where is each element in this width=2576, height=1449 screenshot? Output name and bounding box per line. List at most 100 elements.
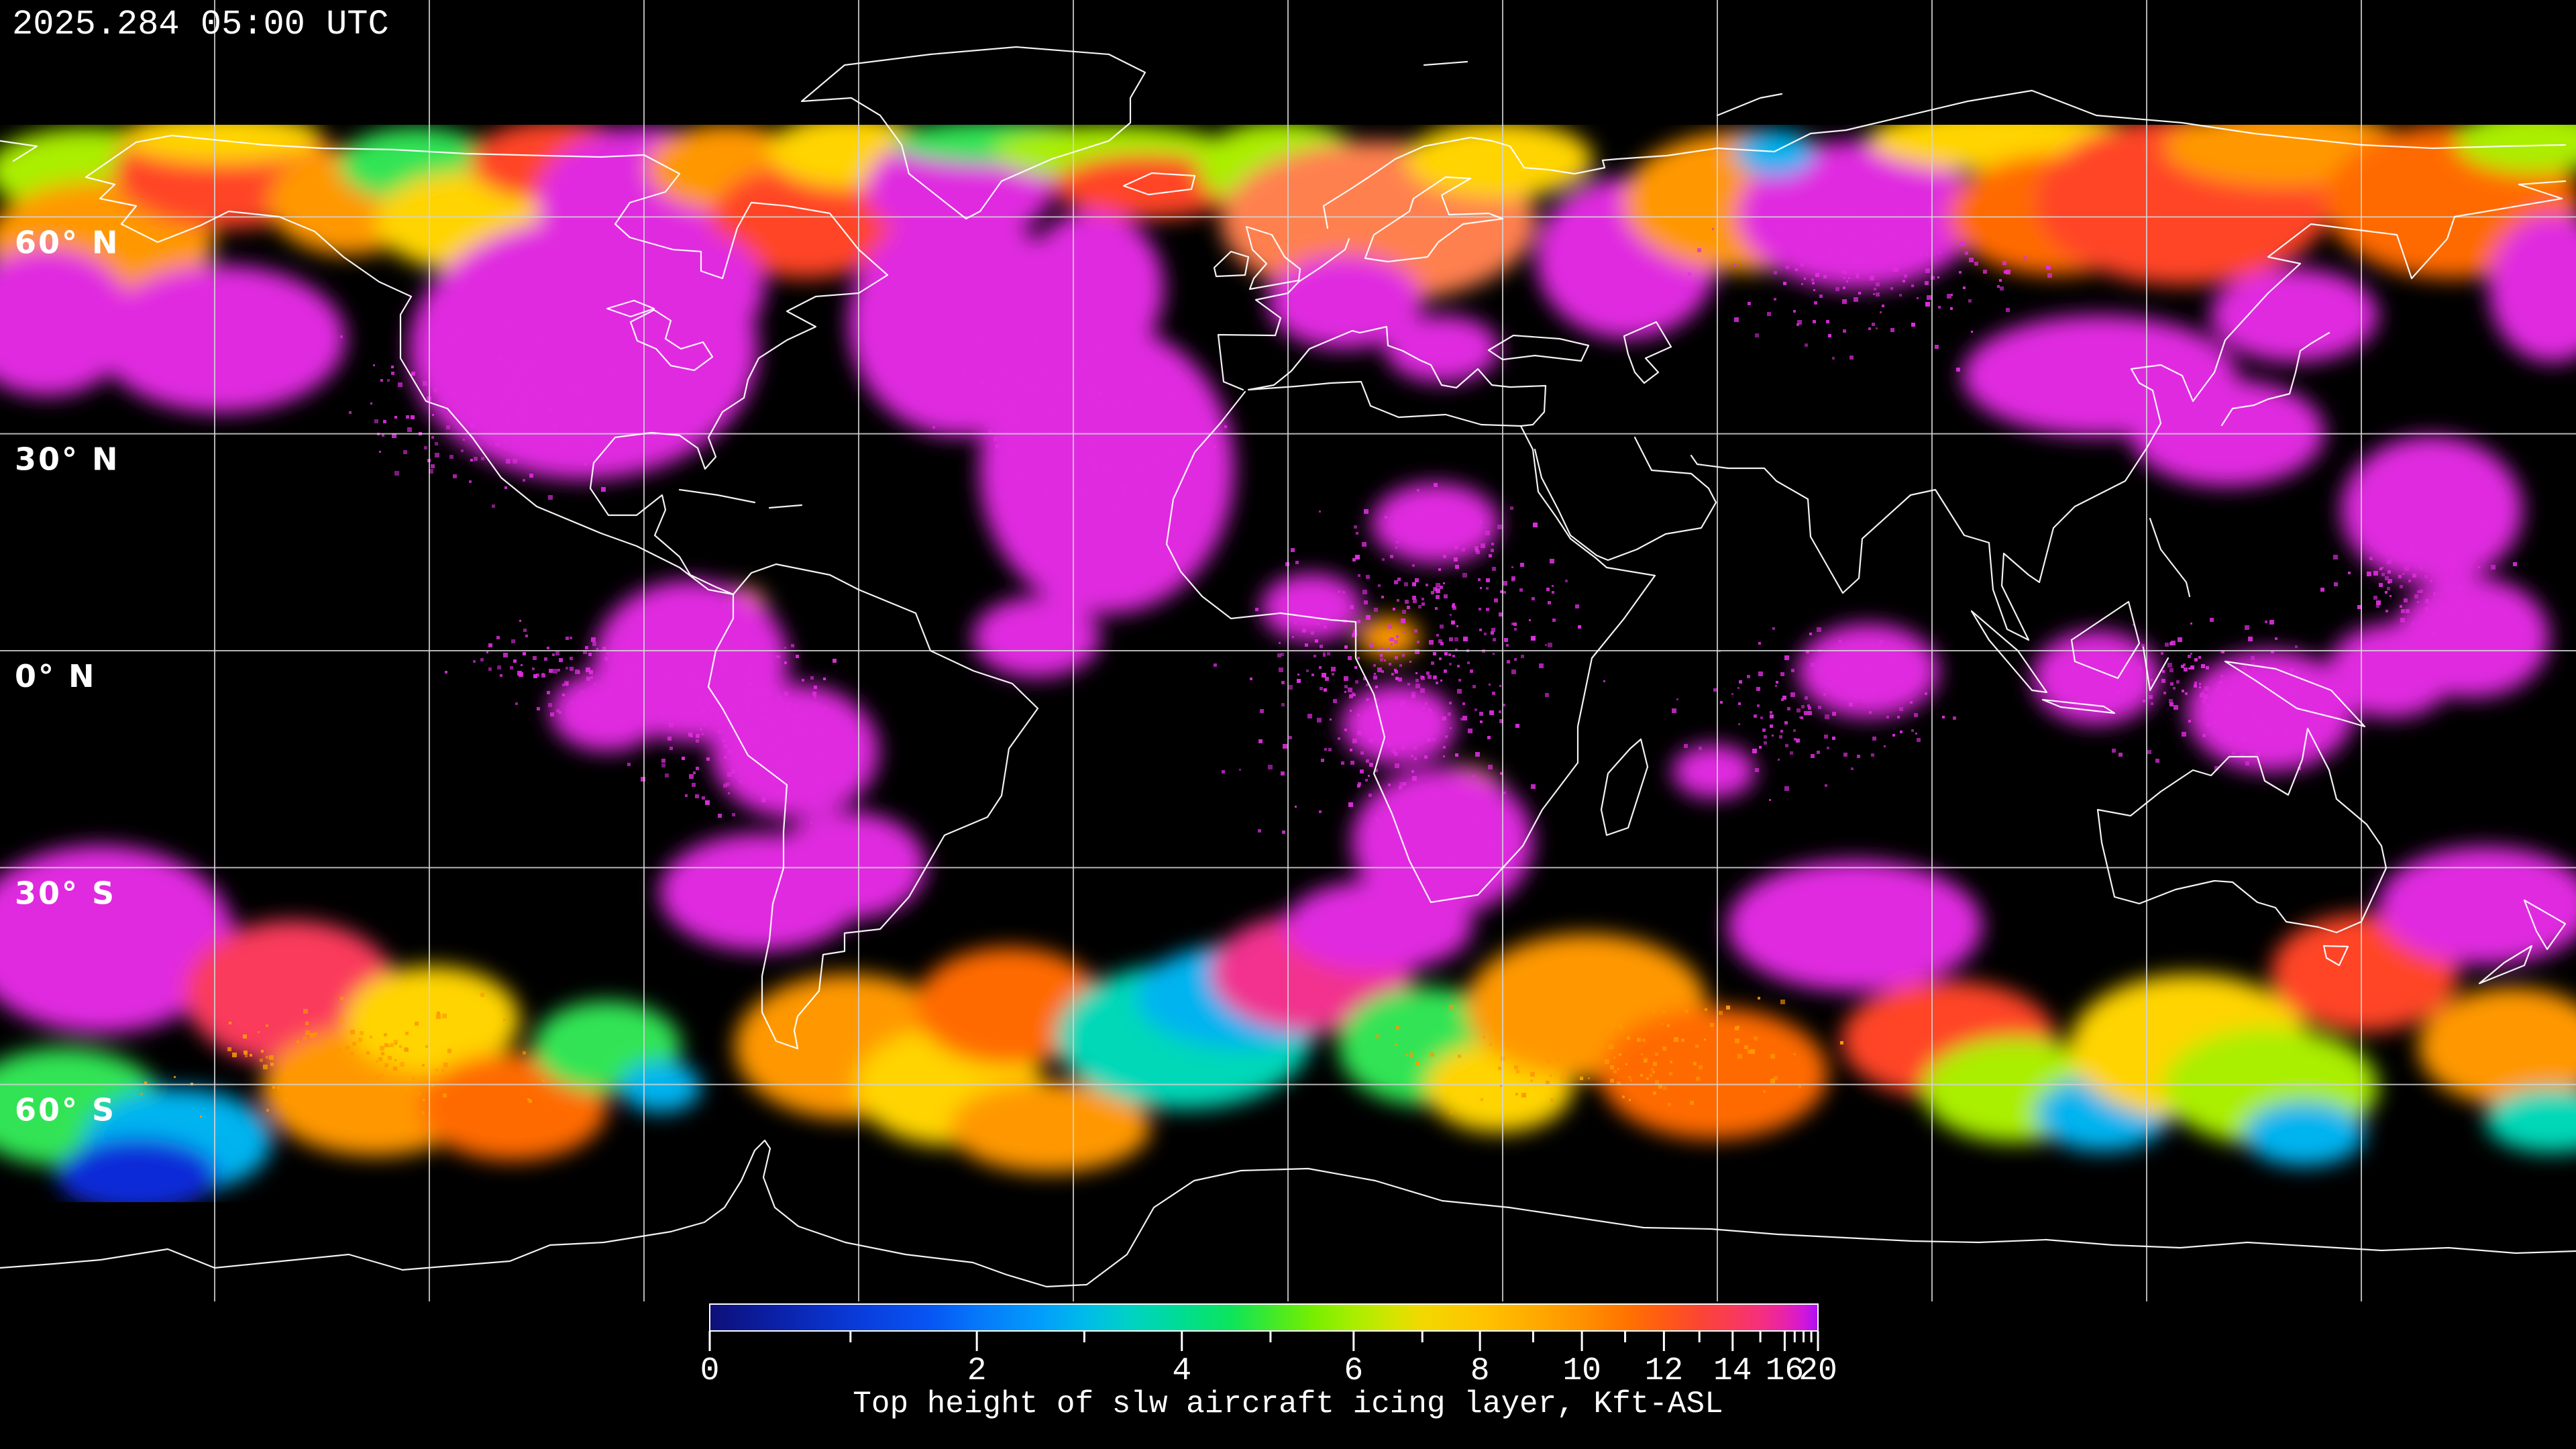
icing-speckle bbox=[232, 1053, 237, 1057]
icing-speckle bbox=[1327, 652, 1330, 655]
icing-speckle bbox=[1382, 558, 1385, 561]
icing-speckle bbox=[1460, 718, 1463, 720]
icing-speckle bbox=[451, 374, 454, 378]
icing-speckle bbox=[1897, 254, 1900, 258]
icing-speckle bbox=[1085, 474, 1087, 476]
icing-speckle bbox=[449, 455, 453, 459]
icing-speckle bbox=[1605, 1059, 1609, 1064]
icing-speckle bbox=[2286, 725, 2290, 729]
icing-speckle bbox=[1424, 755, 1428, 759]
icing-speckle bbox=[2161, 679, 2165, 683]
icing-speckle bbox=[1904, 274, 1907, 278]
icing-speckle bbox=[1514, 628, 1517, 631]
icing-speckle bbox=[449, 394, 453, 398]
icing-speckle bbox=[350, 1083, 352, 1085]
icing-speckle bbox=[1333, 699, 1337, 703]
icing-speckle bbox=[2320, 588, 2324, 592]
icing-speckle bbox=[1737, 1026, 1739, 1028]
icing-speckle bbox=[1652, 1010, 1656, 1013]
icing-speckle bbox=[532, 667, 535, 670]
icing-speckle bbox=[2171, 641, 2176, 645]
icing-speckle bbox=[459, 333, 464, 337]
icing-speckle bbox=[1143, 406, 1147, 410]
icing-speckle bbox=[1187, 476, 1192, 481]
icing-speckle bbox=[529, 474, 533, 478]
icing-speckle bbox=[2174, 705, 2178, 710]
icing-speckle bbox=[766, 730, 769, 733]
icing-speckle bbox=[1277, 653, 1281, 657]
icing-blob bbox=[57, 1138, 218, 1202]
icing-speckle bbox=[2198, 656, 2201, 659]
icing-speckle bbox=[2290, 668, 2294, 672]
icing-speckle bbox=[1793, 729, 1796, 732]
icing-speckle bbox=[1610, 1034, 1612, 1036]
icing-speckle bbox=[814, 696, 816, 698]
icing-speckle bbox=[544, 657, 547, 661]
icing-speckle bbox=[1772, 627, 1775, 630]
icing-speckle bbox=[2387, 587, 2390, 590]
icing-speckle bbox=[1811, 663, 1815, 667]
icing-speckle bbox=[1413, 737, 1415, 739]
icing-speckle bbox=[1348, 802, 1353, 807]
icing-speckle bbox=[721, 686, 724, 688]
icing-speckle bbox=[1078, 458, 1081, 461]
icing-speckle bbox=[2089, 696, 2093, 700]
icing-speckle bbox=[1354, 666, 1357, 669]
icing-speckle bbox=[832, 767, 835, 769]
icing-speckle bbox=[728, 749, 733, 754]
icing-speckle bbox=[200, 1116, 202, 1118]
icing-speckle bbox=[1159, 367, 1163, 370]
icing-speckle bbox=[1529, 1027, 1532, 1030]
icing-speckle bbox=[1610, 1065, 1614, 1069]
icing-speckle bbox=[1676, 698, 1678, 700]
icing-speckle bbox=[348, 1063, 350, 1065]
icing-speckle bbox=[1093, 468, 1097, 472]
icing-speckle bbox=[1467, 661, 1470, 664]
icing-speckle bbox=[383, 420, 386, 423]
icing-speckle bbox=[2379, 583, 2383, 587]
icing-speckle bbox=[474, 457, 478, 461]
coastline-path bbox=[1623, 321, 1672, 384]
icing-speckle bbox=[1317, 718, 1322, 722]
icing-speckle bbox=[1552, 1052, 1554, 1054]
icing-speckle bbox=[626, 643, 631, 648]
icing-speckle bbox=[1521, 1093, 1526, 1097]
icing-speckle bbox=[1454, 557, 1458, 561]
icing-speckle bbox=[511, 377, 515, 381]
icing-speckle bbox=[347, 1101, 352, 1106]
icing-speckle bbox=[1488, 765, 1493, 769]
icing-speckle bbox=[1381, 820, 1384, 823]
icing-speckle bbox=[1529, 1039, 1531, 1041]
icing-speckle bbox=[1438, 639, 1442, 643]
icing-speckle bbox=[1319, 666, 1322, 669]
icing-speckle bbox=[1255, 608, 1258, 611]
icing-speckle bbox=[591, 637, 596, 642]
icing-speckle bbox=[1127, 400, 1131, 405]
icing-speckle bbox=[590, 439, 593, 441]
icing-speckle bbox=[1152, 460, 1155, 463]
icing-speckle bbox=[566, 667, 568, 669]
icing-speckle bbox=[1513, 623, 1517, 626]
icing-speckle bbox=[1552, 585, 1554, 587]
icing-speckle bbox=[1782, 696, 1786, 700]
icing-speckle bbox=[1813, 235, 1817, 239]
icing-speckle bbox=[980, 380, 984, 384]
icing-speckle bbox=[473, 660, 476, 663]
icing-speckle bbox=[1369, 739, 1373, 743]
coastline-path bbox=[1600, 738, 1649, 837]
icing-speckle bbox=[2138, 667, 2142, 671]
icing-speckle bbox=[1896, 212, 1900, 216]
icing-speckle bbox=[994, 389, 997, 392]
icing-speckle bbox=[1357, 657, 1360, 659]
icing-speckle bbox=[1499, 612, 1503, 616]
icing-speckle bbox=[1770, 1079, 1775, 1083]
latitude-labels: 60° N30° N0° N30° S60° S bbox=[15, 224, 118, 1128]
icing-speckle bbox=[1033, 426, 1035, 428]
icing-speckle bbox=[702, 733, 704, 735]
icing-speckle bbox=[1661, 1023, 1663, 1025]
icing-speckle bbox=[2252, 662, 2255, 665]
icing-speckle bbox=[1399, 786, 1402, 790]
icing-speckle bbox=[1684, 744, 1688, 748]
icing-speckle bbox=[1726, 1006, 1730, 1010]
icing-speckle bbox=[1373, 664, 1376, 667]
